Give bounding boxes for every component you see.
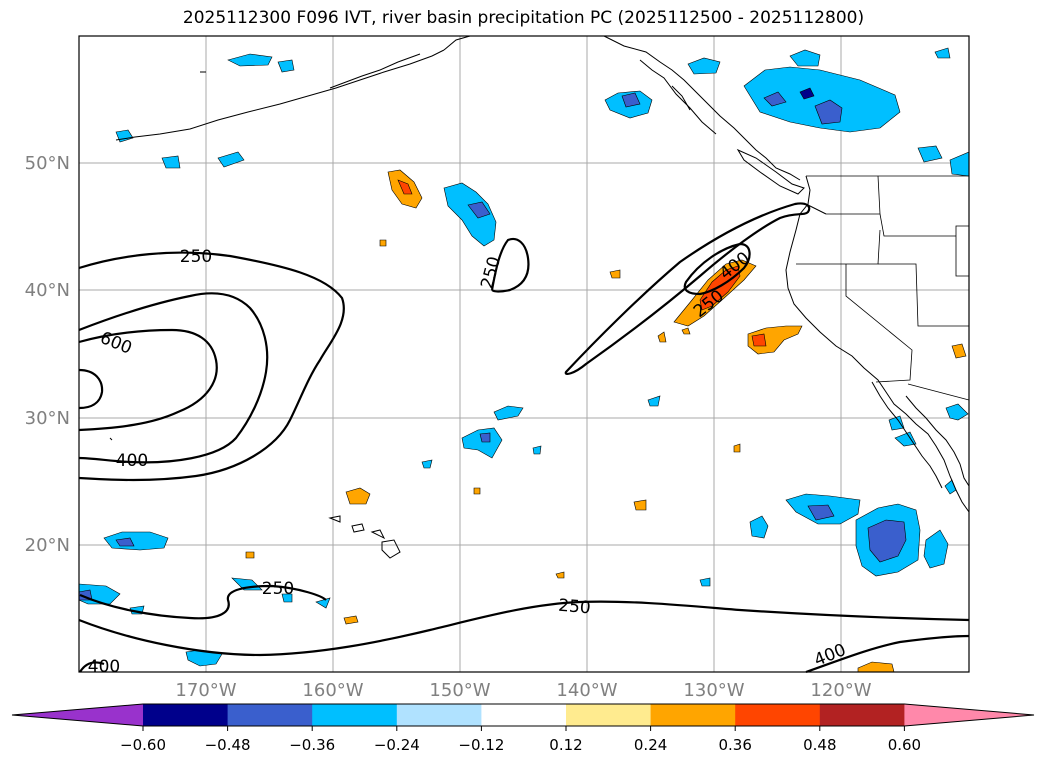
colorbar-tick-label: 0.48	[803, 736, 836, 754]
colorbar-extend-max	[904, 704, 1034, 726]
colorbar-tick-label: −0.12	[458, 736, 504, 754]
colorbar-swatch	[819, 704, 905, 726]
lon-label: 150°W	[429, 680, 490, 701]
colorbar-swatch	[227, 704, 313, 726]
contour-label: 400	[116, 451, 148, 471]
lon-labels: 170°W 160°W 150°W 140°W 130°W 120°W	[175, 680, 871, 701]
colorbar-swatch	[735, 704, 821, 726]
lon-label: 170°W	[175, 680, 236, 701]
colorbar-tick-label: −0.36	[289, 736, 335, 754]
lon-label: 120°W	[810, 680, 871, 701]
colorbar-swatch	[143, 704, 229, 726]
lat-label: 40°N	[25, 280, 70, 301]
colorbar-swatch	[312, 704, 398, 726]
colorbar-tick-label: 0.24	[634, 736, 667, 754]
lon-label: 160°W	[302, 680, 363, 701]
precip-shading	[78, 47, 970, 673]
contour-label: 250	[180, 247, 212, 267]
colorbar-tick-label: −0.60	[120, 736, 166, 754]
colorbar-tick-label: −0.24	[374, 736, 420, 754]
colorbar-swatch	[481, 704, 567, 726]
contour-label: 250	[557, 596, 591, 619]
colorbar-extend-min	[12, 704, 143, 726]
lon-label: 140°W	[556, 680, 617, 701]
coastlines	[109, 35, 970, 559]
contour-label: 400	[88, 657, 120, 677]
lat-label: 20°N	[25, 535, 70, 556]
colorbar-tick-label: 0.36	[718, 736, 751, 754]
map-background	[79, 36, 969, 672]
lon-label: 130°W	[683, 680, 744, 701]
colorbar: −0.60 −0.48 −0.36 −0.24 −0.12 0.12 0.24 0.36 0.4…	[11, 703, 1035, 754]
colorbar-tick-label: 0.60	[888, 736, 921, 754]
lat-label: 50°N	[25, 153, 70, 174]
colorbar-tick-label: 0.12	[549, 736, 582, 754]
gridlines	[79, 36, 969, 672]
colorbar-swatch	[650, 704, 736, 726]
ivt-contours	[78, 202, 970, 674]
colorbar-swatch	[396, 704, 482, 726]
map-title: 2025112300 F096 IVT, river basin precipi…	[182, 8, 865, 28]
political-borders	[796, 175, 970, 401]
lat-labels: 50°N 40°N 30°N 20°N	[25, 153, 70, 556]
lat-label: 30°N	[25, 408, 70, 429]
colorbar-tick-label: −0.48	[205, 736, 251, 754]
contour-label: 250	[262, 579, 294, 599]
colorbar-swatch	[566, 704, 652, 726]
map-frame	[78, 35, 970, 673]
